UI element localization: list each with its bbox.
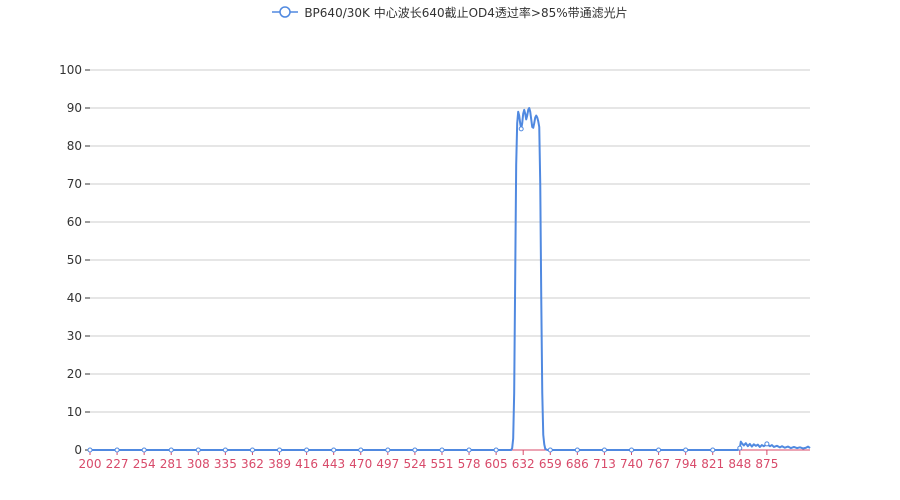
- x-tick-label: 578: [458, 457, 481, 471]
- y-tick-label: 90: [67, 101, 82, 115]
- x-tick-label: 659: [539, 457, 562, 471]
- data-point: [764, 441, 770, 447]
- x-tick-label: 281: [160, 457, 183, 471]
- data-point: [249, 447, 255, 453]
- y-tick-label: 50: [67, 253, 82, 267]
- x-tick-label: 794: [674, 457, 697, 471]
- x-tick-label: 254: [133, 457, 156, 471]
- data-point: [629, 447, 635, 453]
- data-point: [331, 447, 337, 453]
- x-tick-label: 740: [620, 457, 643, 471]
- data-point: [195, 447, 201, 453]
- y-tick-label: 70: [67, 177, 82, 191]
- data-point: [277, 447, 283, 453]
- data-point: [466, 447, 472, 453]
- x-tick-label: 200: [79, 457, 102, 471]
- data-point: [222, 447, 228, 453]
- y-tick-label: 20: [67, 367, 82, 381]
- data-point: [518, 126, 524, 132]
- x-tick-label: 497: [376, 457, 399, 471]
- x-tick-label: 524: [403, 457, 426, 471]
- legend: BP640/30K 中心波长640截止OD4透过率>85%带通滤光片: [0, 2, 900, 22]
- x-tick-label: 335: [214, 457, 237, 471]
- y-tick-label: 0: [74, 443, 82, 457]
- data-point: [656, 447, 662, 453]
- data-point: [737, 445, 743, 451]
- data-point: [141, 447, 147, 453]
- data-point: [439, 447, 445, 453]
- data-point: [168, 447, 174, 453]
- x-tick-label: 605: [485, 457, 508, 471]
- x-tick-label: 416: [295, 457, 318, 471]
- data-point: [710, 447, 716, 453]
- x-tick-label: 686: [566, 457, 589, 471]
- x-tick-label: 443: [322, 457, 345, 471]
- x-tick-label: 470: [349, 457, 372, 471]
- x-tick-label: 821: [701, 457, 724, 471]
- y-tick-label: 60: [67, 215, 82, 229]
- data-point: [114, 447, 120, 453]
- data-point: [412, 447, 418, 453]
- x-tick-label: 362: [241, 457, 264, 471]
- data-point: [683, 447, 689, 453]
- x-tick-label: 767: [647, 457, 670, 471]
- legend-label: BP640/30K 中心波长640截止OD4透过率>85%带通滤光片: [304, 5, 628, 20]
- x-tick-label: 551: [431, 457, 454, 471]
- y-tick-label: 40: [67, 291, 82, 305]
- y-tick-label: 10: [67, 405, 82, 419]
- data-point: [358, 447, 364, 453]
- legend-item-series[interactable]: BP640/30K 中心波长640截止OD4透过率>85%带通滤光片: [272, 4, 628, 21]
- x-tick-label: 227: [106, 457, 129, 471]
- series-line: [90, 107, 811, 451]
- data-point: [601, 447, 607, 453]
- y-tick-label: 30: [67, 329, 82, 343]
- legend-line-circle-icon: [272, 6, 299, 18]
- x-tick-label: 632: [512, 457, 535, 471]
- data-point: [87, 447, 93, 453]
- x-tick-label: 308: [187, 457, 210, 471]
- y-tick-label: 100: [59, 63, 82, 77]
- data-point: [574, 447, 580, 453]
- data-point: [547, 447, 553, 453]
- x-tick-label: 713: [593, 457, 616, 471]
- x-tick-label: 848: [728, 457, 751, 471]
- x-tick-label: 875: [755, 457, 778, 471]
- x-tick-label: 389: [268, 457, 291, 471]
- data-point: [304, 447, 310, 453]
- y-tick-label: 80: [67, 139, 82, 153]
- data-point: [385, 447, 391, 453]
- data-point: [493, 447, 499, 453]
